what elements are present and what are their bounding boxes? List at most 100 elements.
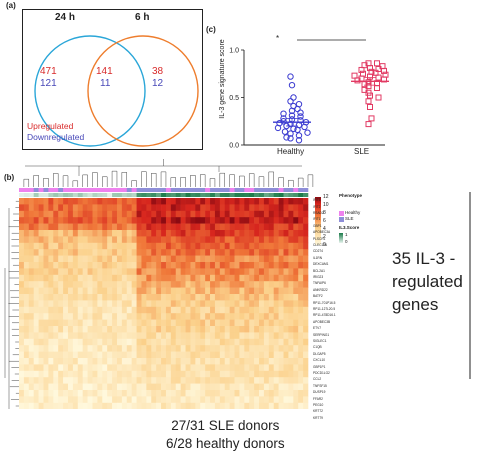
heatmap-cell <box>19 294 25 301</box>
heatmap-cell <box>131 217 137 224</box>
heatmap-cell <box>283 383 289 391</box>
heatmap-cell <box>67 370 74 378</box>
heatmap-cell <box>263 402 270 409</box>
heatmap-cell <box>239 268 245 276</box>
heatmap-cell <box>165 396 172 404</box>
heatmap-cell <box>28 204 34 212</box>
heatmap-cell <box>268 236 275 244</box>
heatmap-cell <box>77 249 83 256</box>
heatmap-cell <box>161 377 167 384</box>
heatmap-cell <box>224 242 230 250</box>
heatmap-cell <box>67 402 74 409</box>
heatmap-cell <box>175 377 181 384</box>
heatmap-cell <box>165 230 172 237</box>
phenotype-annotation-cell <box>229 188 235 192</box>
heatmap-cell <box>190 364 196 372</box>
heatmap-cell <box>210 351 216 359</box>
gene-label: IFIT3 <box>313 198 321 203</box>
heatmap-cell <box>161 198 167 205</box>
heatmap-cell <box>146 377 152 384</box>
heatmap-cell <box>43 198 49 205</box>
heatmap-cell <box>58 274 64 282</box>
heatmap-cell <box>116 332 123 340</box>
heatmap-cell <box>205 198 211 205</box>
heatmap-cell <box>43 358 49 365</box>
heatmap-cell <box>288 262 294 269</box>
sle-point <box>374 60 380 67</box>
heatmap-cell <box>156 210 162 218</box>
heatmap-cell <box>234 210 240 218</box>
heatmap-cell <box>48 236 54 244</box>
colorbar-tick-label: 10 <box>323 202 329 208</box>
heatmap-cell <box>273 396 279 404</box>
heatmap-cell <box>303 274 309 282</box>
heatmap-cell <box>254 236 260 244</box>
heatmap-cell <box>87 345 93 352</box>
heatmap-cell <box>175 370 181 378</box>
heatmap-cell <box>141 268 147 276</box>
heatmap-cell <box>28 268 34 276</box>
heatmap-cell <box>67 236 74 244</box>
heatmap-cell <box>107 383 113 391</box>
heatmap-cell <box>180 217 186 224</box>
heatmap-cell <box>210 255 216 263</box>
heatmap-cell <box>92 242 98 250</box>
heatmap-cell <box>273 351 279 359</box>
heatmap-cell <box>234 198 240 205</box>
heatmap-cell <box>259 390 265 397</box>
heatmap-cell <box>82 236 88 244</box>
heatmap-cell <box>82 358 88 365</box>
heatmap-cell <box>175 268 181 276</box>
heatmap-cell <box>224 262 230 269</box>
heatmap-cell <box>156 377 162 384</box>
heatmap-cell <box>234 204 240 212</box>
heatmap-cell <box>219 351 226 359</box>
heatmap-cell <box>38 326 44 333</box>
heatmap-cell <box>19 358 25 365</box>
phenotype-annotation-cell <box>146 188 152 192</box>
heatmap-cell <box>219 306 226 314</box>
heatmap-cell <box>146 236 152 244</box>
heatmap-cell <box>170 383 177 391</box>
heatmap-cell <box>195 223 201 231</box>
heatmap-cell <box>151 294 157 301</box>
heatmap-cell <box>38 230 44 237</box>
heatmap-cell <box>278 217 284 224</box>
heatmap-cell <box>136 396 142 404</box>
heatmap-cell <box>28 383 34 391</box>
heatmap-cell <box>141 370 147 378</box>
heatmap-cell <box>278 294 284 301</box>
il3-annotation-cell <box>263 193 270 197</box>
heatmap-cell <box>136 390 142 397</box>
heatmap-cell <box>180 377 186 384</box>
heatmap-cell <box>214 249 221 256</box>
heatmap-cell <box>293 255 299 263</box>
heatmap-cell <box>23 281 30 288</box>
heatmap-cell <box>259 300 265 308</box>
heatmap-cell <box>200 198 206 205</box>
heatmap-cell <box>214 377 221 384</box>
heatmap-cell <box>67 262 74 269</box>
il3-annotation-cell <box>249 193 255 197</box>
heatmap-cell <box>254 306 260 314</box>
heatmap-cell <box>239 364 245 372</box>
heatmap-cell <box>23 223 30 231</box>
heatmap-cell <box>72 210 79 218</box>
heatmap-cell <box>249 364 255 372</box>
heatmap-cell <box>33 358 39 365</box>
heatmap-cell <box>48 287 54 295</box>
heatmap-cell <box>156 383 162 391</box>
heatmap-cell <box>195 358 201 365</box>
heatmap-cell <box>224 319 230 327</box>
heatmap-cell <box>219 274 226 282</box>
heatmap-cell <box>170 230 177 237</box>
heatmap-cell <box>43 268 49 276</box>
heatmap-cell <box>67 319 74 327</box>
heatmap-cell <box>244 268 250 276</box>
heatmap-cell <box>19 402 25 409</box>
legend-swatch-sle <box>339 217 344 222</box>
heatmap-cell <box>229 345 235 352</box>
heatmap-cell <box>165 345 172 352</box>
heatmap-cell <box>161 294 167 301</box>
heatmap-cell <box>190 332 196 340</box>
